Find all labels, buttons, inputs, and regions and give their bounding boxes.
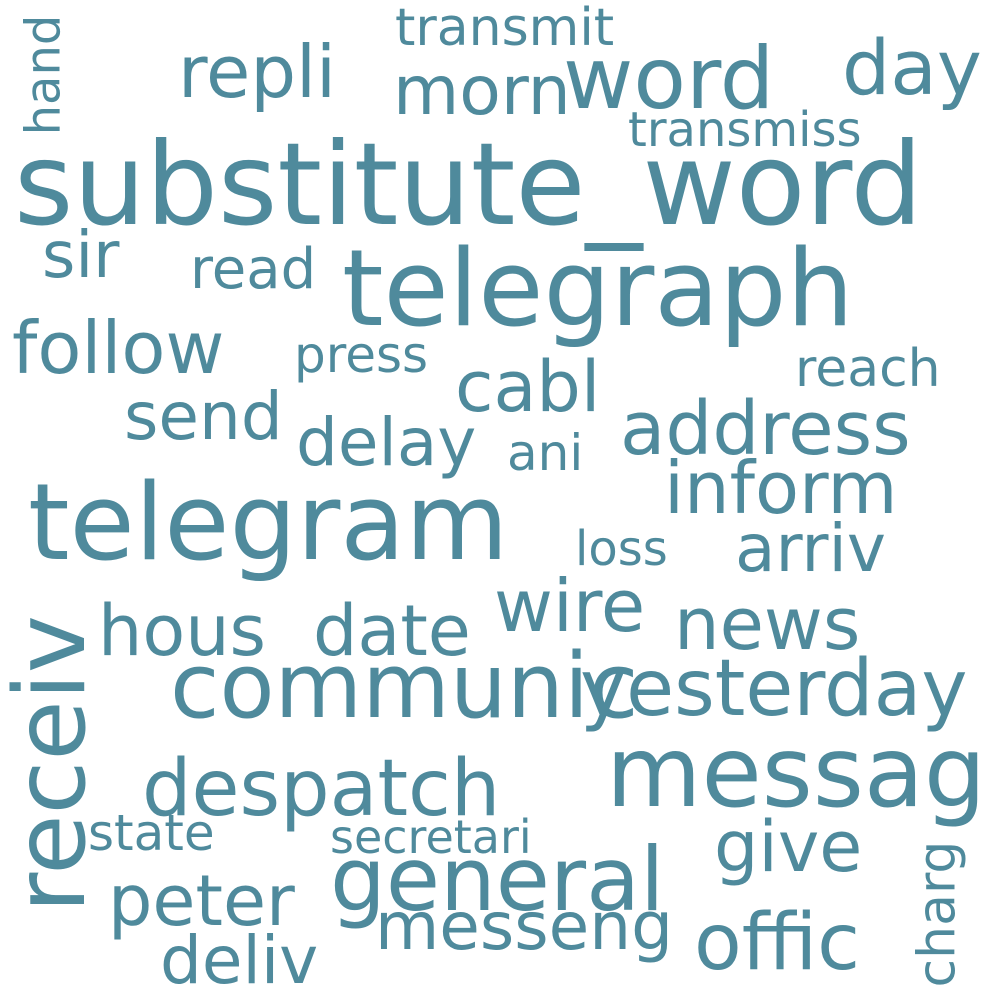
word-messeng: messeng: [375, 888, 673, 965]
word-ani: ani: [507, 424, 584, 482]
word-transmit: transmit: [395, 0, 615, 58]
word-sir: sir: [42, 219, 120, 293]
word-substitute-word: substitute_word: [14, 118, 923, 251]
word-deliv: deliv: [160, 922, 319, 999]
word-arriv: arriv: [735, 510, 886, 587]
word-day: day: [842, 23, 982, 112]
word-inform: inform: [664, 446, 898, 530]
word-hous: hous: [98, 590, 267, 672]
word-cabl: cabl: [455, 346, 601, 428]
word-follow: follow: [12, 306, 225, 390]
word-send: send: [124, 378, 283, 455]
word-secretari: secretari: [330, 810, 532, 864]
word-despatch: despatch: [142, 744, 501, 834]
word-repli: repli: [178, 30, 337, 114]
word-communic: communic: [170, 634, 639, 739]
word-wire: wire: [494, 564, 646, 648]
word-address: address: [620, 386, 911, 472]
word-delay: delay: [296, 404, 477, 481]
word-general: general: [330, 828, 665, 931]
word-yesterday: yesterday: [580, 644, 968, 734]
word-state: state: [88, 804, 215, 862]
word-receiv: receiv: [0, 615, 108, 913]
word-offic: offic: [694, 898, 861, 988]
word-reach: reach: [795, 339, 941, 399]
word-give: give: [714, 806, 863, 888]
word-charg: charg: [907, 840, 968, 988]
word-news: news: [674, 582, 861, 666]
word-messag: messag: [606, 716, 987, 830]
word-word: word: [563, 29, 775, 129]
word-peter: peter: [108, 860, 295, 942]
word-loss: loss: [575, 521, 668, 577]
word-transmiss: transmiss: [628, 102, 862, 158]
word-press: press: [294, 326, 429, 384]
word-morn: morn: [393, 52, 571, 131]
word-read: read: [190, 237, 317, 302]
word-telegraph: telegraph: [342, 227, 854, 350]
word-date: date: [313, 590, 471, 672]
word-telegram: telegram: [28, 461, 509, 584]
